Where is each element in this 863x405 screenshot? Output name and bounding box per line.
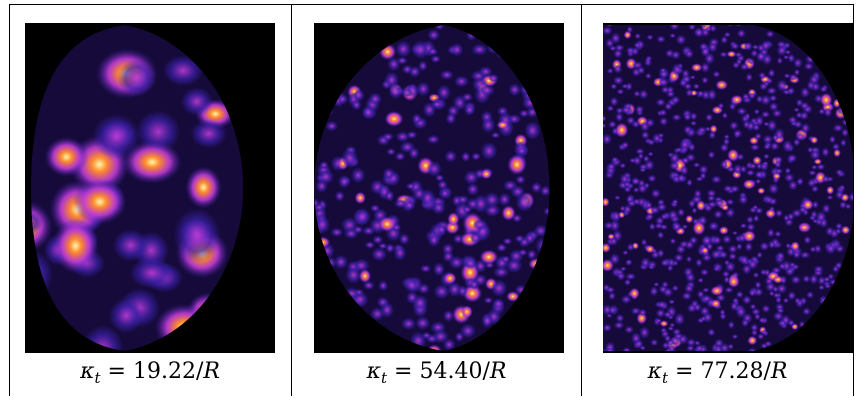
caption-panel-3: κt = 77.28/R [582,353,853,391]
caption-unit: R [203,359,220,384]
panel-1-image [25,23,275,353]
table-divider-1 [291,4,292,396]
caption-subscript: t [381,369,388,387]
caption-unit: R [770,359,788,384]
caption-symbol: κ [647,359,662,384]
wave-intensity-image-2 [314,25,550,351]
caption-unit: R [489,359,507,384]
caption-value: = 77.28/ [675,359,771,384]
caption-subscript: t [94,369,101,387]
intensity-spots [314,25,550,351]
intensity-spots [603,25,853,351]
caption-symbol: κ [80,359,95,384]
table-left-border [9,4,10,396]
caption-value: = 19.22/ [107,359,204,384]
caption-panel-2: κt = 54.40/R [292,353,581,391]
panel-2-image [314,23,564,353]
panel-3-image [603,23,853,353]
wave-intensity-image-3 [603,25,853,351]
figure-table: κt = 19.22/R κt = 54.40/R κt = 77.28/R [9,4,854,396]
table-divider-2 [581,4,582,396]
table-right-border [853,4,854,396]
table-top-rule [9,4,854,5]
caption-value: = 54.40/ [394,359,490,384]
caption-subscript: t [662,369,669,387]
caption-symbol: κ [366,359,381,384]
wave-intensity-image-1 [31,25,244,351]
caption-panel-1: κt = 19.22/R [9,353,291,391]
intensity-spots [31,25,244,351]
